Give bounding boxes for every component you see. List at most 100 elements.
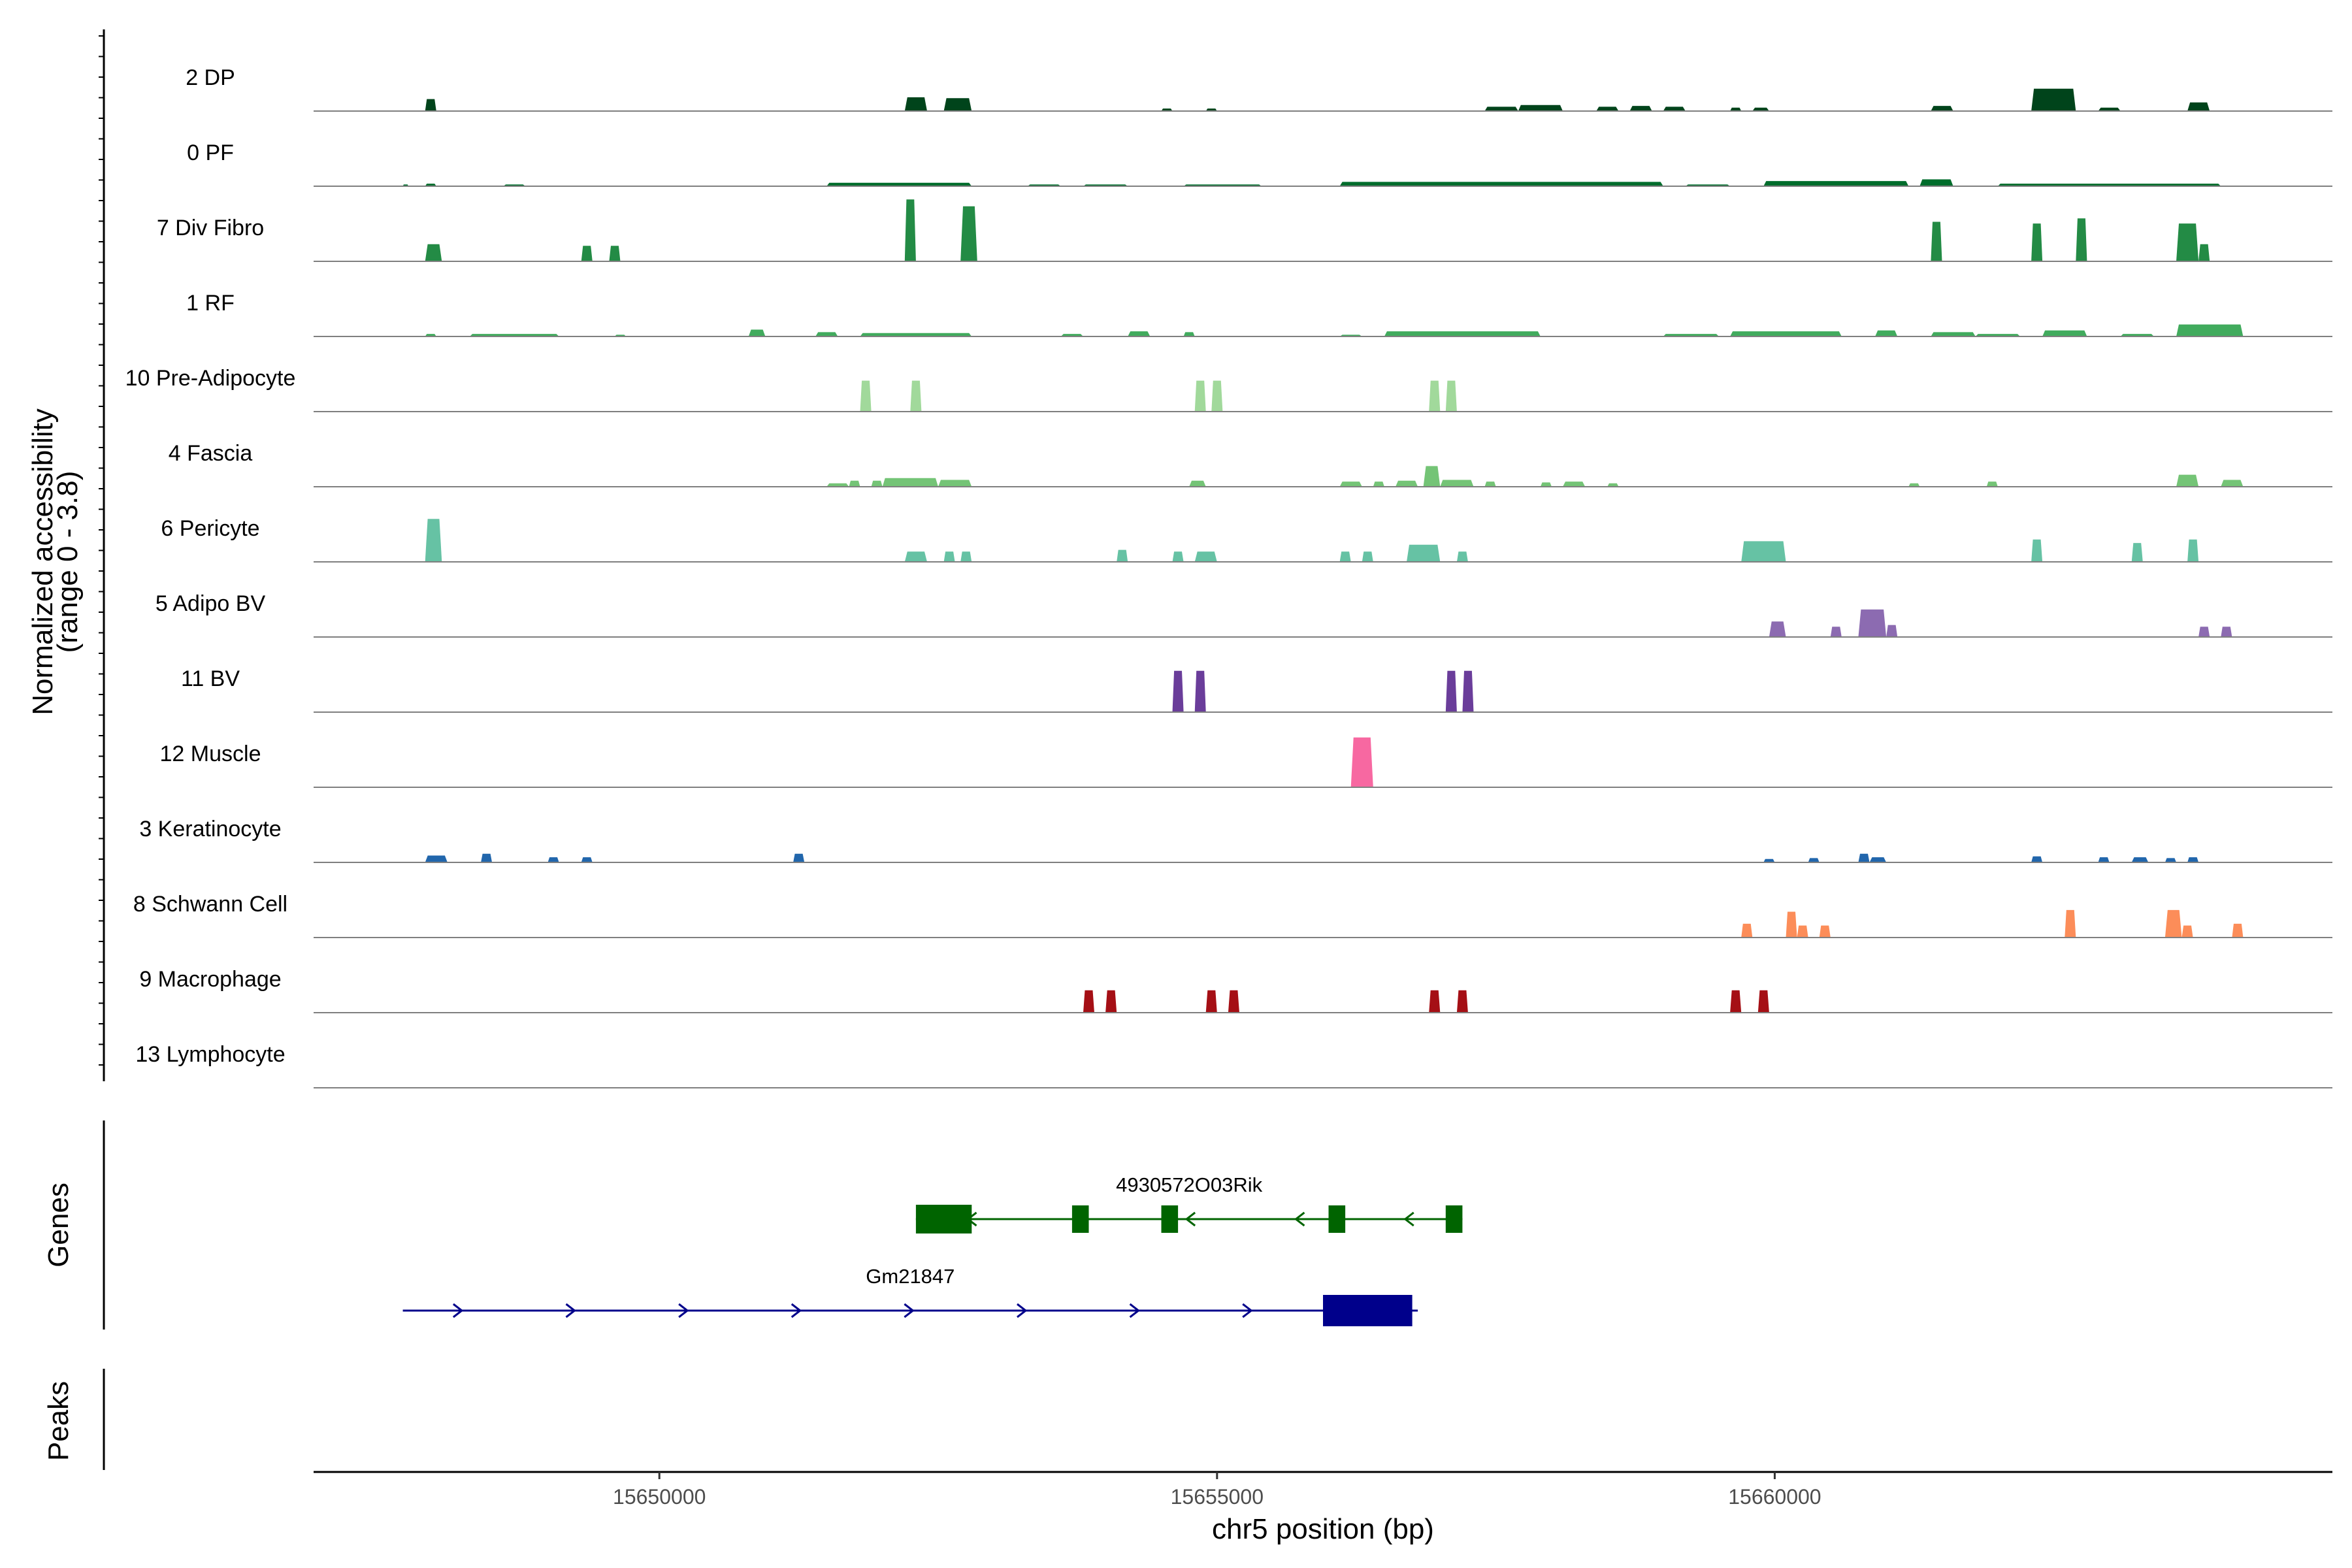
- peak-1-rf-12: [1730, 331, 1842, 336]
- y-axis-title-line-2: (range 0 - 3.8): [52, 471, 84, 653]
- peak-4-fascia-7: [1373, 482, 1384, 487]
- strand-arrow: [1184, 1211, 1196, 1227]
- peak-7-div-fibro-6: [2031, 223, 2043, 261]
- peak-3-keratinocyte-12: [2164, 858, 2176, 862]
- track-8-schwann-cell: 8 Schwann Cell: [133, 892, 2332, 938]
- peak-2-dp-5: [1484, 106, 1518, 111]
- peak-8-schwann-cell-3: [1819, 925, 1831, 938]
- peak-6-pericyte-13: [2131, 543, 2143, 562]
- peak-4-fascia-8: [1396, 480, 1418, 487]
- peak-9-macrophage-6: [1730, 990, 1742, 1013]
- peak-1-rf-18: [2176, 324, 2244, 336]
- peak-0-pf-3: [826, 182, 972, 186]
- x-tick-label: 15650000: [613, 1485, 706, 1509]
- peak-11-bv-3: [1462, 670, 1474, 712]
- peak-2-dp-12: [1931, 106, 1953, 111]
- peak-3-keratinocyte-13: [2187, 857, 2199, 862]
- peak-5-adipo-bv-2: [1858, 609, 1887, 637]
- accessibility-y-axis: [99, 29, 105, 1081]
- peak-9-macrophage-1: [1105, 990, 1117, 1013]
- peak-1-rf-14: [1931, 332, 1976, 336]
- track-label-3-keratinocyte: 3 Keratinocyte: [139, 817, 281, 841]
- track-label-10-pre-adipocyte: 10 Pre-Adipocyte: [125, 366, 296, 391]
- gene-4930572O03Rik-exons: [915, 1205, 1463, 1233]
- peak-7-div-fibro-1: [581, 246, 593, 261]
- peak-3-keratinocyte-10: [2098, 857, 2110, 862]
- track-label-11-bv: 11 BV: [181, 666, 240, 691]
- peak-11-bv-2: [1445, 670, 1457, 712]
- peak-3-keratinocyte-9: [2031, 856, 2043, 862]
- peak-5-adipo-bv-4: [2198, 627, 2210, 637]
- peak-4-fascia-3: [882, 478, 938, 487]
- peak-2-dp-15: [2187, 102, 2210, 111]
- peak-1-rf-7: [1128, 331, 1151, 336]
- exon: [915, 1205, 972, 1233]
- track-1-rf: 1 RF: [186, 291, 2332, 337]
- peak-4-fascia-18: [2221, 480, 2244, 487]
- peak-0-pf-7: [1339, 182, 1663, 186]
- genes-panel-title: Genes: [42, 1183, 74, 1267]
- peak-4-fascia-13: [1563, 482, 1586, 487]
- gene-annotation-track: 4930572O03Rik Gm21847: [402, 1173, 1463, 1326]
- peak-9-macrophage-7: [1757, 990, 1769, 1013]
- track-10-pre-adipocyte: 10 Pre-Adipocyte: [125, 366, 2332, 412]
- x-tick-label: 15660000: [1728, 1485, 1821, 1509]
- peak-6-pericyte-11: [1741, 541, 1786, 562]
- peak-4-fascia-2: [871, 480, 883, 487]
- y-axis-title-line-1: Normalized accessibility: [27, 408, 59, 715]
- track-label-4-fascia: 4 Fascia: [169, 441, 253, 466]
- peak-4-fascia-1: [849, 480, 860, 487]
- track-label-12-muscle: 12 Muscle: [160, 742, 261, 766]
- track-2-dp: 2 DP: [186, 65, 2332, 112]
- peak-6-pericyte-8: [1362, 551, 1373, 562]
- peak-10-pre-adipocyte-4: [1429, 380, 1441, 412]
- peak-2-dp-11: [1752, 107, 1769, 111]
- peak-9-macrophage-5: [1456, 990, 1468, 1013]
- peak-3-keratinocyte-1: [481, 853, 493, 862]
- peak-11-bv-0: [1172, 670, 1184, 712]
- track-12-muscle: 12 Muscle: [160, 737, 2332, 788]
- peak-6-pericyte-2: [943, 551, 955, 562]
- peak-4-fascia-9: [1423, 466, 1441, 487]
- peak-8-schwann-cell-4: [2065, 909, 2076, 938]
- peak-4-fascia-0: [826, 483, 849, 487]
- peak-10-pre-adipocyte-0: [860, 380, 872, 412]
- coverage-tracks: 2 DP 0 PF 7 Div Fibro 1 RF 10 Pre-Adipocyte 4…: [125, 65, 2332, 1088]
- peak-5-adipo-bv-5: [2221, 627, 2232, 637]
- peak-7-div-fibro-7: [2076, 218, 2087, 261]
- peak-4-fascia-5: [1189, 480, 1206, 487]
- peak-7-div-fibro-0: [425, 244, 442, 261]
- exon: [1445, 1205, 1463, 1233]
- peak-6-pericyte-14: [2187, 539, 2199, 562]
- peak-1-rf-16: [2042, 330, 2087, 336]
- peak-2-dp-0: [425, 99, 436, 111]
- peak-7-div-fibro-9: [2198, 244, 2210, 261]
- peak-4-fascia-17: [2176, 474, 2199, 487]
- x-axis-ticks: 15650000 15655000 15660000: [613, 1472, 1821, 1509]
- gene-Gm21847: Gm21847: [402, 1265, 1418, 1326]
- peak-2-dp-1: [904, 97, 927, 111]
- peak-6-pericyte-5: [1172, 551, 1184, 562]
- peak-10-pre-adipocyte-3: [1211, 380, 1223, 412]
- exon: [1323, 1295, 1413, 1326]
- track-label-0-pf: 0 PF: [187, 140, 234, 165]
- peak-4-fascia-14: [1607, 483, 1619, 487]
- peak-3-keratinocyte-11: [2131, 857, 2149, 862]
- peak-7-div-fibro-2: [609, 246, 621, 261]
- x-axis: 15650000 15655000 15660000: [314, 1471, 2332, 1509]
- strand-arrow: [1294, 1211, 1305, 1227]
- gene-Gm21847-exons: [1323, 1295, 1413, 1326]
- track-3-keratinocyte: 3 Keratinocyte: [139, 817, 2332, 863]
- peak-8-schwann-cell-5: [2164, 909, 2182, 938]
- peak-1-rf-5: [860, 333, 972, 336]
- x-axis-title: chr5 position (bp): [1212, 1513, 1434, 1545]
- peak-0-pf-9: [1763, 181, 1909, 186]
- peak-10-pre-adipocyte-5: [1445, 380, 1457, 412]
- peak-2-dp-2: [943, 98, 972, 111]
- track-label-2-dp: 2 DP: [186, 65, 235, 90]
- peak-9-macrophage-3: [1228, 990, 1239, 1013]
- peak-5-adipo-bv-3: [1886, 625, 1898, 637]
- peak-2-dp-7: [1596, 106, 1619, 111]
- track-5-adipo-bv: 5 Adipo BV: [155, 591, 2332, 638]
